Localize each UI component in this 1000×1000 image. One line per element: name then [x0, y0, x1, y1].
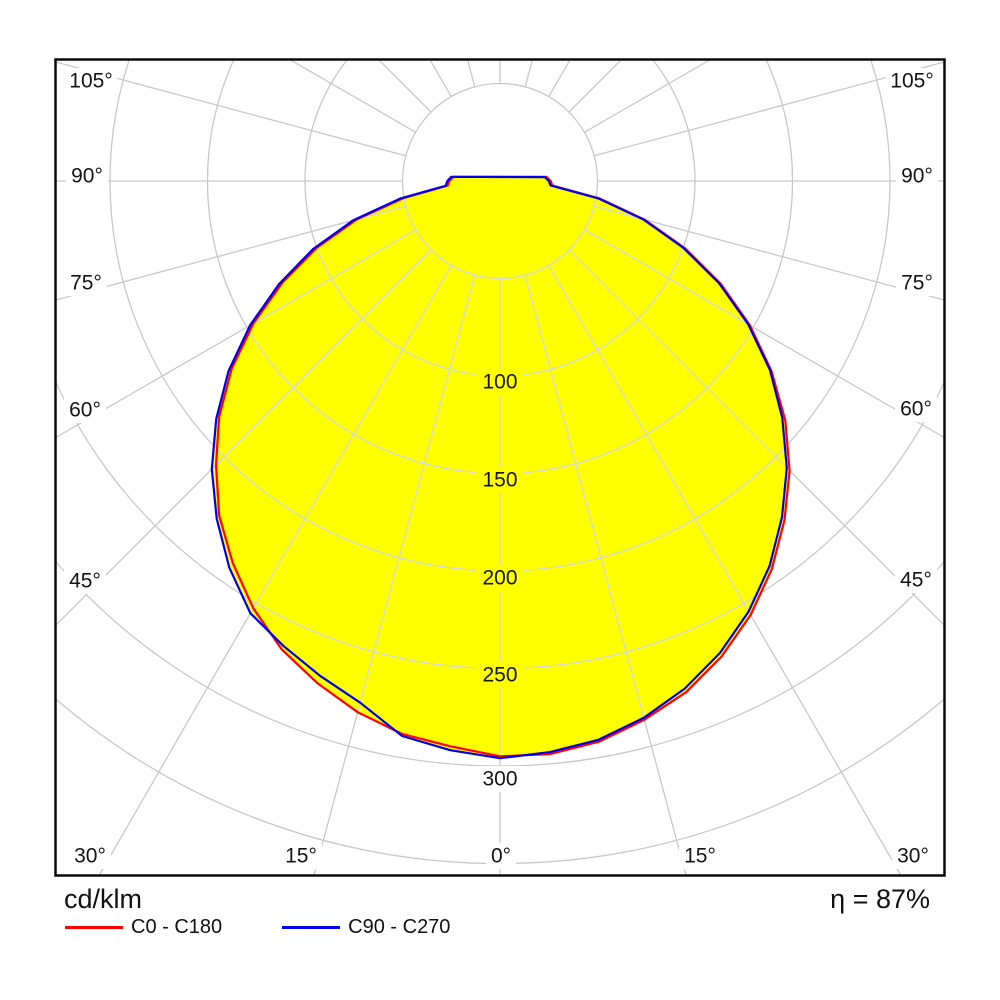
angle-label-bg — [65, 68, 117, 94]
angle-label-bg — [895, 396, 937, 422]
angle-label-bg — [486, 843, 516, 869]
angular-grid-ray — [288, 59, 416, 133]
legend-item-c0-c180: C0 - C180 — [65, 916, 222, 939]
angle-label: 45° — [69, 570, 101, 593]
radial-tick-label: 250 — [482, 664, 517, 687]
angle-label-bg — [64, 397, 106, 423]
c0-c180-line-swatch — [65, 926, 123, 929]
angle-label: 15° — [285, 845, 317, 868]
angle-label: 30° — [74, 845, 106, 868]
angle-label-bg — [892, 843, 934, 869]
efficiency-label: η = 87% — [830, 884, 930, 914]
angular-grid-ray — [584, 59, 712, 133]
angular-grid-ray — [267, 275, 476, 759]
angle-label: 105° — [69, 70, 112, 93]
angular-grid-ray — [594, 205, 945, 301]
angle-label: 45° — [900, 569, 932, 592]
angle-label-bg — [886, 68, 938, 94]
polar-diagram: 100 150 200 250 300 105° 90° 75° 60° 45° 30° 15° 0° 1… — [54, 58, 946, 877]
radial-tick-bg — [476, 565, 524, 591]
angle-label: 60° — [69, 399, 101, 422]
angle-label: 75° — [901, 272, 933, 295]
angle-label-bg — [65, 270, 107, 296]
angular-grid-ray — [55, 61, 406, 157]
angle-label: 105° — [890, 70, 933, 93]
angular-grid-ray — [594, 61, 945, 157]
angle-label: 75° — [70, 272, 102, 295]
plot-frame — [54, 58, 946, 877]
radial-tick-label: 200 — [482, 567, 517, 590]
angular-grid-ray — [211, 265, 452, 759]
angle-label-bg — [64, 568, 106, 594]
angle-label: 90° — [71, 165, 103, 188]
legend-label-c90-c270: C90 - C270 — [348, 916, 451, 938]
angular-grid-ray — [584, 229, 790, 631]
angular-grid-ray — [211, 249, 432, 759]
angle-label: 30° — [897, 845, 929, 868]
radial-tick-bg — [476, 369, 524, 395]
legend-item-c90-c270: C90 - C270 — [282, 916, 450, 939]
angle-label-bg — [280, 843, 322, 869]
angle-label: 15° — [684, 845, 716, 868]
angle-label-bg — [896, 163, 938, 189]
angle-label-bg — [895, 567, 937, 593]
angle-label-bg — [896, 270, 938, 296]
legend-label-c0-c180: C0 - C180 — [131, 916, 223, 938]
c90-c270-curve — [210, 175, 788, 760]
radial-tick-bg — [476, 467, 524, 493]
angle-label-bg — [69, 843, 111, 869]
angular-grid-ray — [524, 275, 733, 759]
angle-label: 0° — [491, 845, 511, 868]
angle-label: 60° — [900, 398, 932, 421]
radial-tick-label: 300 — [482, 768, 517, 791]
radial-tick-label: 150 — [482, 469, 517, 492]
angular-grid-ray — [568, 249, 790, 759]
unit-label: cd/klm — [64, 884, 143, 914]
radial-tick-label: 100 — [482, 371, 517, 394]
angular-grid-ray — [211, 229, 416, 631]
radial-tick-bg — [476, 766, 524, 792]
angle-label-bg — [679, 843, 721, 869]
c90-c270-line-swatch — [282, 926, 341, 929]
angle-label-bg — [66, 163, 108, 189]
legend: C0 - C180 C90 - C270 — [65, 916, 450, 939]
angular-grid-ray — [55, 205, 406, 301]
angle-label: 90° — [901, 165, 933, 188]
radial-tick-bg — [476, 662, 524, 688]
